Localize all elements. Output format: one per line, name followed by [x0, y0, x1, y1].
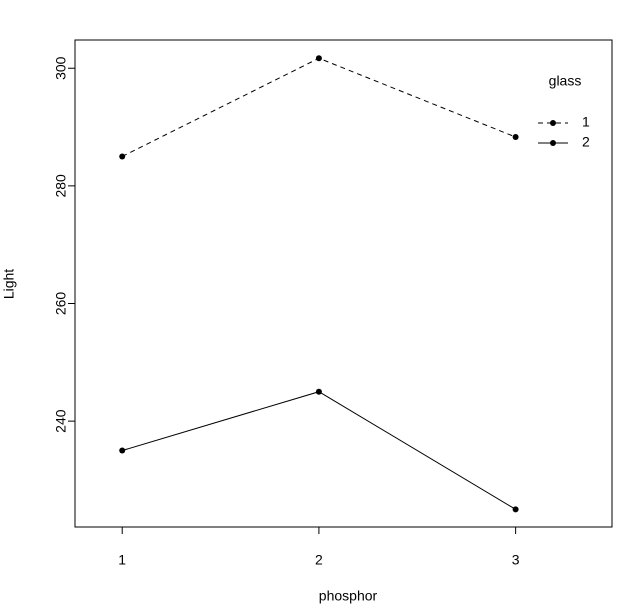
legend-marker: [550, 140, 556, 146]
legend-label: 1: [582, 114, 590, 130]
legend-title: glass: [549, 73, 582, 89]
x-tick-label: 3: [512, 552, 520, 568]
y-tick-label: 260: [53, 292, 69, 316]
legend-label: 2: [582, 134, 590, 150]
legend-marker: [550, 120, 556, 126]
y-tick-label: 240: [53, 409, 69, 433]
data-point: [315, 388, 322, 395]
plot-frame: [74, 39, 613, 528]
x-tick-label: 1: [118, 552, 126, 568]
x-tick-label: 2: [315, 552, 323, 568]
x-axis-label: phosphor: [319, 588, 378, 604]
y-axis-label: Light: [1, 269, 17, 299]
data-point: [119, 447, 126, 454]
y-tick-label: 280: [53, 174, 69, 198]
series-line: [121, 57, 516, 157]
data-point: [119, 153, 126, 160]
data-point: [512, 134, 519, 141]
data-point: [512, 506, 519, 513]
data-point: [315, 55, 322, 62]
y-tick-label: 300: [53, 56, 69, 80]
series-line: [122, 391, 516, 510]
